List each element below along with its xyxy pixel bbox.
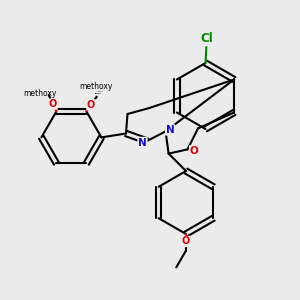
Text: N: N bbox=[166, 125, 175, 135]
Text: O: O bbox=[182, 236, 190, 246]
Text: methoxy: methoxy bbox=[80, 82, 113, 91]
Text: N: N bbox=[138, 137, 147, 148]
Text: methoxy: methoxy bbox=[98, 91, 104, 92]
Text: O: O bbox=[87, 100, 95, 110]
Text: O: O bbox=[49, 99, 57, 109]
Text: Cl: Cl bbox=[200, 32, 213, 46]
Text: methoxy: methoxy bbox=[24, 89, 57, 98]
Text: O: O bbox=[190, 146, 199, 156]
Text: methoxy: methoxy bbox=[95, 92, 102, 94]
